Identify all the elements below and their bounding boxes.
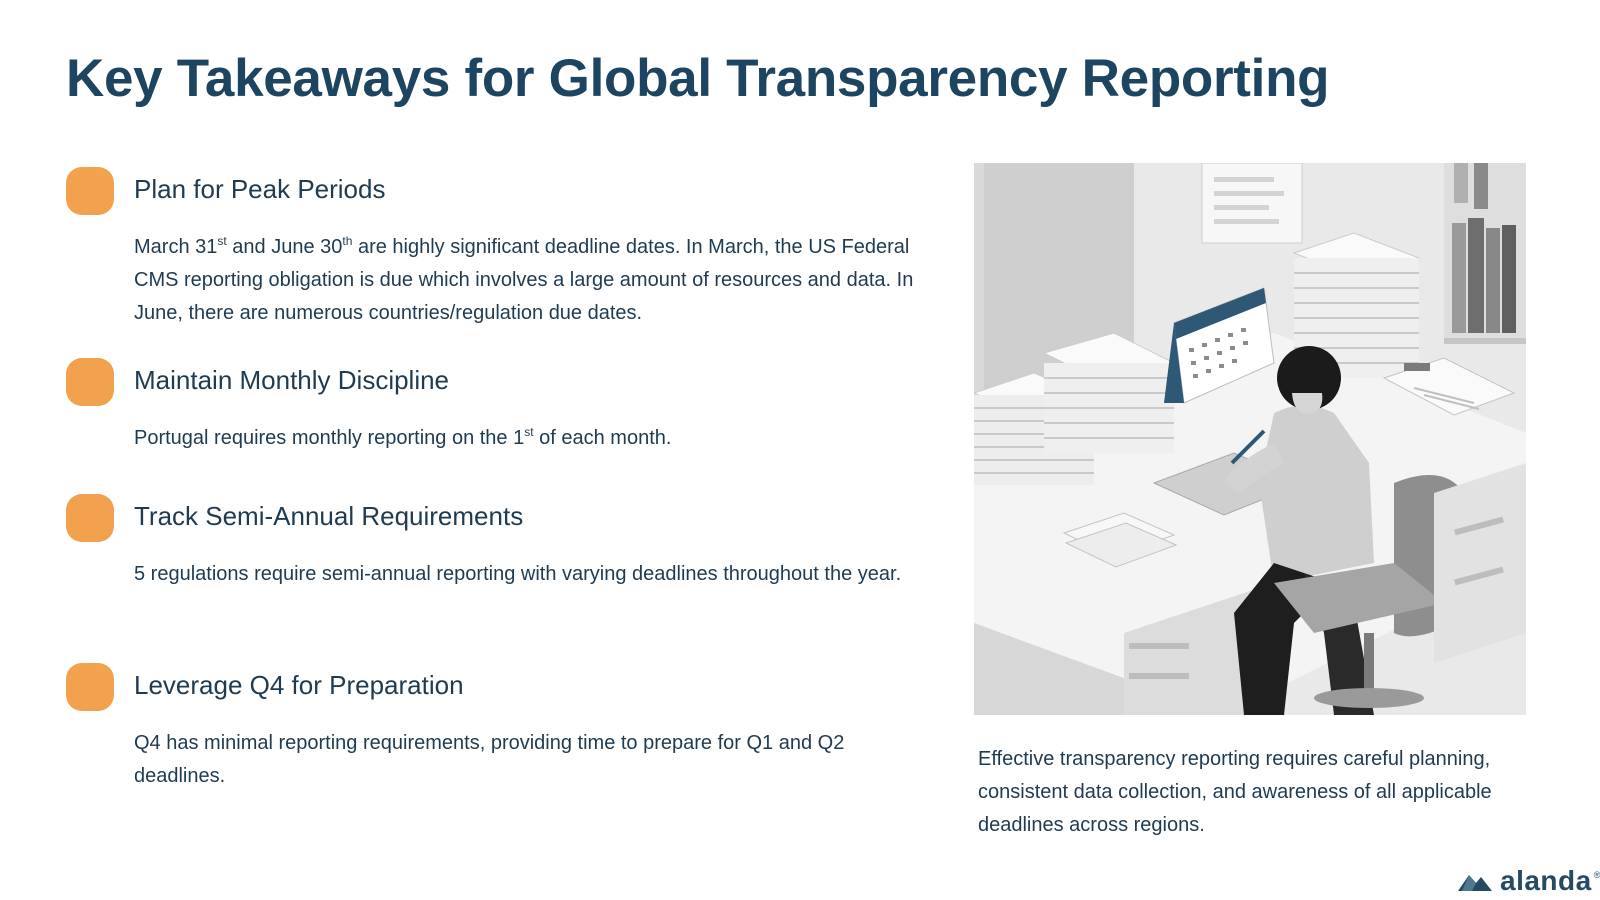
takeaway-title: Plan for Peak Periods: [134, 174, 386, 204]
brand-logo: alanda ®: [1458, 865, 1600, 896]
clipboard-icon: [1382, 357, 1516, 416]
bullet-marker: [66, 663, 114, 711]
bullet-marker: [66, 358, 114, 406]
takeaway-body: March 31st and June 30th are highly sign…: [134, 234, 914, 324]
office-worker-illustration: [974, 163, 1526, 715]
alanda-mountain-icon: [1458, 875, 1492, 891]
summary-caption: Effective transparency reporting require…: [978, 748, 1492, 836]
takeaway-title: Leverage Q4 for Preparation: [134, 670, 464, 700]
takeaway-title: Track Semi-Annual Requirements: [134, 501, 524, 531]
logo-wordmark: alanda: [1500, 865, 1592, 896]
bullet-marker: [66, 494, 114, 542]
registered-mark: ®: [1593, 870, 1600, 880]
paper-stack: [974, 332, 1176, 485]
bullet-marker: [66, 167, 114, 215]
wall-notice: [1201, 163, 1303, 244]
takeaway-body: Portugal requires monthly reporting on t…: [134, 425, 672, 449]
takeaway-body: 5 regulations require semi-annual report…: [134, 563, 902, 585]
page-title: Key Takeaways for Global Transparency Re…: [66, 49, 1330, 108]
takeaway-body: Q4 has minimal reporting requirements, p…: [134, 732, 845, 787]
calendar-icon: [1164, 287, 1275, 404]
takeaway-title: Maintain Monthly Discipline: [134, 365, 450, 395]
